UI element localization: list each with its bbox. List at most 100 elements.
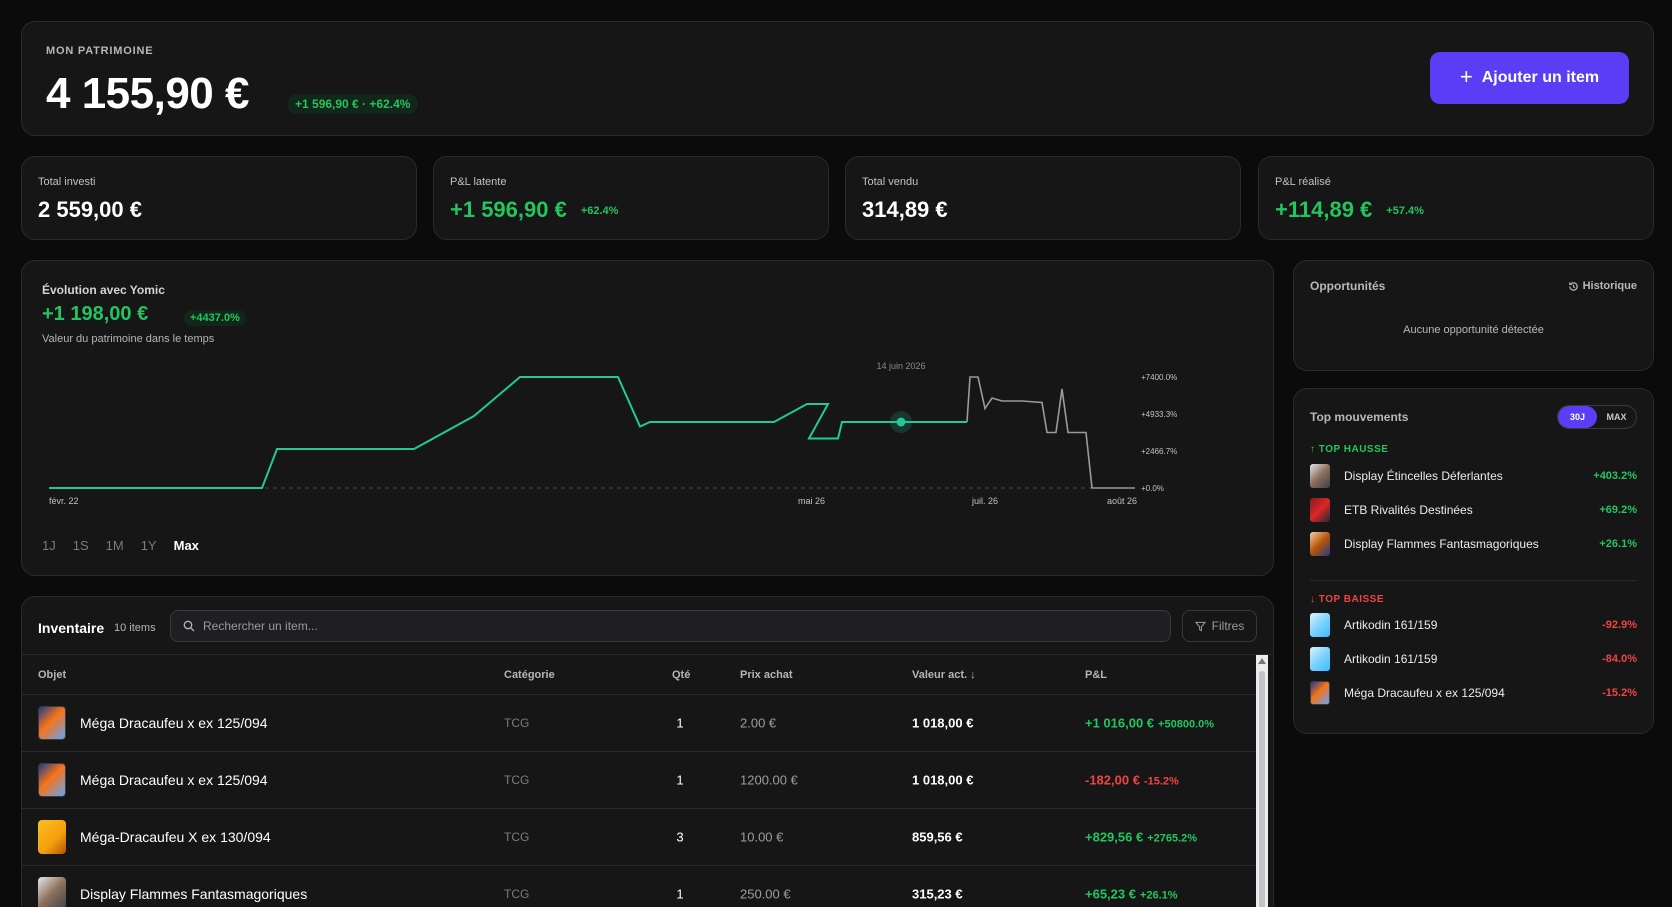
- divider: [22, 654, 1273, 655]
- item-name: Artikodin 161/159: [1344, 618, 1438, 632]
- range-1s[interactable]: 1S: [72, 538, 89, 553]
- cell-category: TCG: [504, 773, 530, 787]
- inventory-card: Inventaire 10 items Filtres Objet Catégo…: [21, 596, 1274, 907]
- cell-buy-price: 250.00 €: [740, 886, 791, 902]
- range-1y[interactable]: 1Y: [140, 538, 157, 553]
- stat-amount: +114,89 €: [1275, 197, 1373, 222]
- inventory-scrollbar[interactable]: [1256, 655, 1268, 907]
- cell-pl: +829,56 € +2765.2%: [1085, 830, 1197, 845]
- item-name: Méga Dracaufeu x ex 125/094: [1344, 686, 1505, 700]
- range-1j[interactable]: 1J: [42, 538, 56, 553]
- item-thumbnail: [38, 763, 66, 797]
- table-row[interactable]: Méga Dracaufeu x ex 125/094 TCG 1 1200.0…: [22, 751, 1258, 808]
- search-input[interactable]: [203, 619, 1141, 633]
- inventory-title: Inventaire: [38, 620, 105, 636]
- item-pct: -15.2%: [1602, 687, 1637, 699]
- item-name: Méga-Dracaufeu X ex 130/094: [80, 829, 271, 845]
- evolution-chart-card: 14 juin 2026 +0.0% +2466.7% +4933.3% +7400.0…: [21, 260, 1274, 576]
- history-label: Historique: [1582, 280, 1637, 292]
- col-category[interactable]: Catégorie: [504, 669, 555, 681]
- pl-amount: +1 016,00 €: [1085, 715, 1155, 731]
- y-tick-label: +0.0%: [1141, 484, 1164, 493]
- period-toggle: 30J MAX: [1557, 405, 1637, 429]
- cell-qty: 3: [676, 829, 684, 845]
- item-name: ETB Rivalités Destinées: [1344, 503, 1473, 517]
- stat-realized-pl: P&L réalisé +114,89 € +57.4%: [1258, 156, 1654, 240]
- item-pct: -84.0%: [1602, 653, 1637, 665]
- divider: [1310, 580, 1637, 581]
- portfolio-change-badge: +1 596,90 € · +62.4%: [287, 94, 419, 114]
- pl-pct: +50800.0%: [1158, 718, 1215, 731]
- stat-label: Total vendu: [862, 176, 919, 188]
- top-moves-card: Top mouvements 30J MAX ↑ TOP HAUSSE Disp…: [1293, 388, 1654, 734]
- range-max[interactable]: Max: [173, 538, 199, 553]
- top-move-item[interactable]: Display Étincelles Déferlantes +403.2%: [1310, 463, 1637, 489]
- item-thumbnail: [1310, 464, 1330, 488]
- chart-subtitle: Valeur du patrimoine dans le temps: [42, 333, 215, 345]
- table-header: Objet Catégorie Qté Prix achat Valeur ac…: [22, 669, 1258, 689]
- cell-category: TCG: [504, 830, 530, 844]
- cell-category: TCG: [504, 716, 530, 730]
- pl-pct: +26.1%: [1139, 889, 1178, 902]
- item-name: Méga Dracaufeu x ex 125/094: [80, 715, 268, 731]
- history-link[interactable]: Historique: [1568, 280, 1637, 292]
- stat-value: +114,89 € +57.4%: [1275, 197, 1424, 223]
- stat-unrealized-pl: P&L latente +1 596,90 € +62.4%: [433, 156, 829, 240]
- table-row[interactable]: Méga-Dracaufeu X ex 130/094 TCG 3 10.00 …: [22, 808, 1258, 865]
- x-tick-label: juil. 26: [971, 496, 998, 506]
- inventory-count: 10 items: [114, 622, 156, 634]
- cell-current-value: 315,23 €: [912, 886, 963, 902]
- pl-amount: +65,23 €: [1085, 886, 1136, 902]
- scrollbar-thumb[interactable]: [1259, 671, 1265, 907]
- chart-gain: +1 198,00 €: [42, 303, 149, 325]
- cell-pl: +65,23 € +26.1%: [1085, 887, 1178, 902]
- col-buy-price[interactable]: Prix achat: [740, 669, 793, 681]
- cell-qty: 1: [676, 772, 684, 788]
- stat-label: P&L latente: [450, 176, 507, 188]
- top-move-item[interactable]: ETB Rivalités Destinées +69.2%: [1310, 497, 1637, 523]
- add-item-button[interactable]: + Ajouter un item: [1430, 52, 1629, 104]
- item-name: Méga Dracaufeu x ex 125/094: [80, 772, 268, 788]
- toggle-max[interactable]: MAX: [1606, 412, 1627, 422]
- col-qty[interactable]: Qté: [672, 669, 691, 681]
- scroll-up-arrow-icon[interactable]: [1258, 658, 1266, 664]
- cell-object: Méga-Dracaufeu X ex 130/094: [38, 820, 271, 854]
- item-thumbnail: [38, 706, 66, 740]
- cell-buy-price: 1200.00 €: [740, 772, 798, 788]
- cell-buy-price: 2.00 €: [740, 715, 777, 731]
- search-icon: [183, 620, 195, 632]
- toggle-30j[interactable]: 30J: [1558, 406, 1597, 428]
- table-row[interactable]: Méga Dracaufeu x ex 125/094 TCG 1 2.00 €…: [22, 694, 1258, 751]
- col-object[interactable]: Objet: [38, 669, 67, 681]
- history-icon: [1568, 281, 1578, 291]
- opportunities-empty: Aucune opportunité détectée: [1403, 324, 1544, 336]
- cell-object: Display Flammes Fantasmagoriques: [38, 877, 307, 907]
- table-row[interactable]: Display Flammes Fantasmagoriques TCG 1 2…: [22, 865, 1258, 907]
- cell-pl: -182,00 € -15.2%: [1085, 773, 1179, 788]
- top-move-item[interactable]: Artikodin 161/159 -84.0%: [1310, 646, 1637, 672]
- item-name: Display Flammes Fantasmagoriques: [1344, 537, 1539, 551]
- pl-pct: +2765.2%: [1147, 832, 1198, 845]
- pl-amount: -182,00 €: [1085, 772, 1140, 788]
- range-1m[interactable]: 1M: [105, 538, 124, 553]
- chart-gain-pct: +4437.0%: [184, 310, 246, 326]
- evolution-chart[interactable]: 14 juin 2026 +0.0% +2466.7% +4933.3% +7400.0…: [22, 261, 1275, 577]
- opportunities-title: Opportunités: [1310, 279, 1386, 293]
- header-label: MON PATRIMOINE: [46, 45, 154, 57]
- cell-current-value: 859,56 €: [912, 829, 963, 845]
- item-pct: -92.9%: [1602, 619, 1637, 631]
- plus-icon: +: [1459, 64, 1473, 89]
- filters-button[interactable]: Filtres: [1182, 610, 1257, 642]
- stat-amount: +1 596,90 €: [450, 197, 567, 222]
- pl-pct: -15.2%: [1143, 775, 1179, 788]
- col-pl[interactable]: P&L: [1085, 669, 1107, 681]
- portfolio-total-value: 4 155,90 €: [46, 69, 249, 118]
- top-gainers-header: ↑ TOP HAUSSE: [1310, 444, 1389, 455]
- top-move-item[interactable]: Display Flammes Fantasmagoriques +26.1%: [1310, 531, 1637, 557]
- item-thumbnail: [1310, 532, 1330, 556]
- search-box: [170, 610, 1171, 642]
- top-move-item[interactable]: Artikodin 161/159 -92.9%: [1310, 612, 1637, 638]
- range-selector: 1J 1S 1M 1Y Max: [42, 538, 216, 553]
- col-current-value[interactable]: Valeur act. ↓: [912, 669, 976, 681]
- top-move-item[interactable]: Méga Dracaufeu x ex 125/094 -15.2%: [1310, 680, 1637, 706]
